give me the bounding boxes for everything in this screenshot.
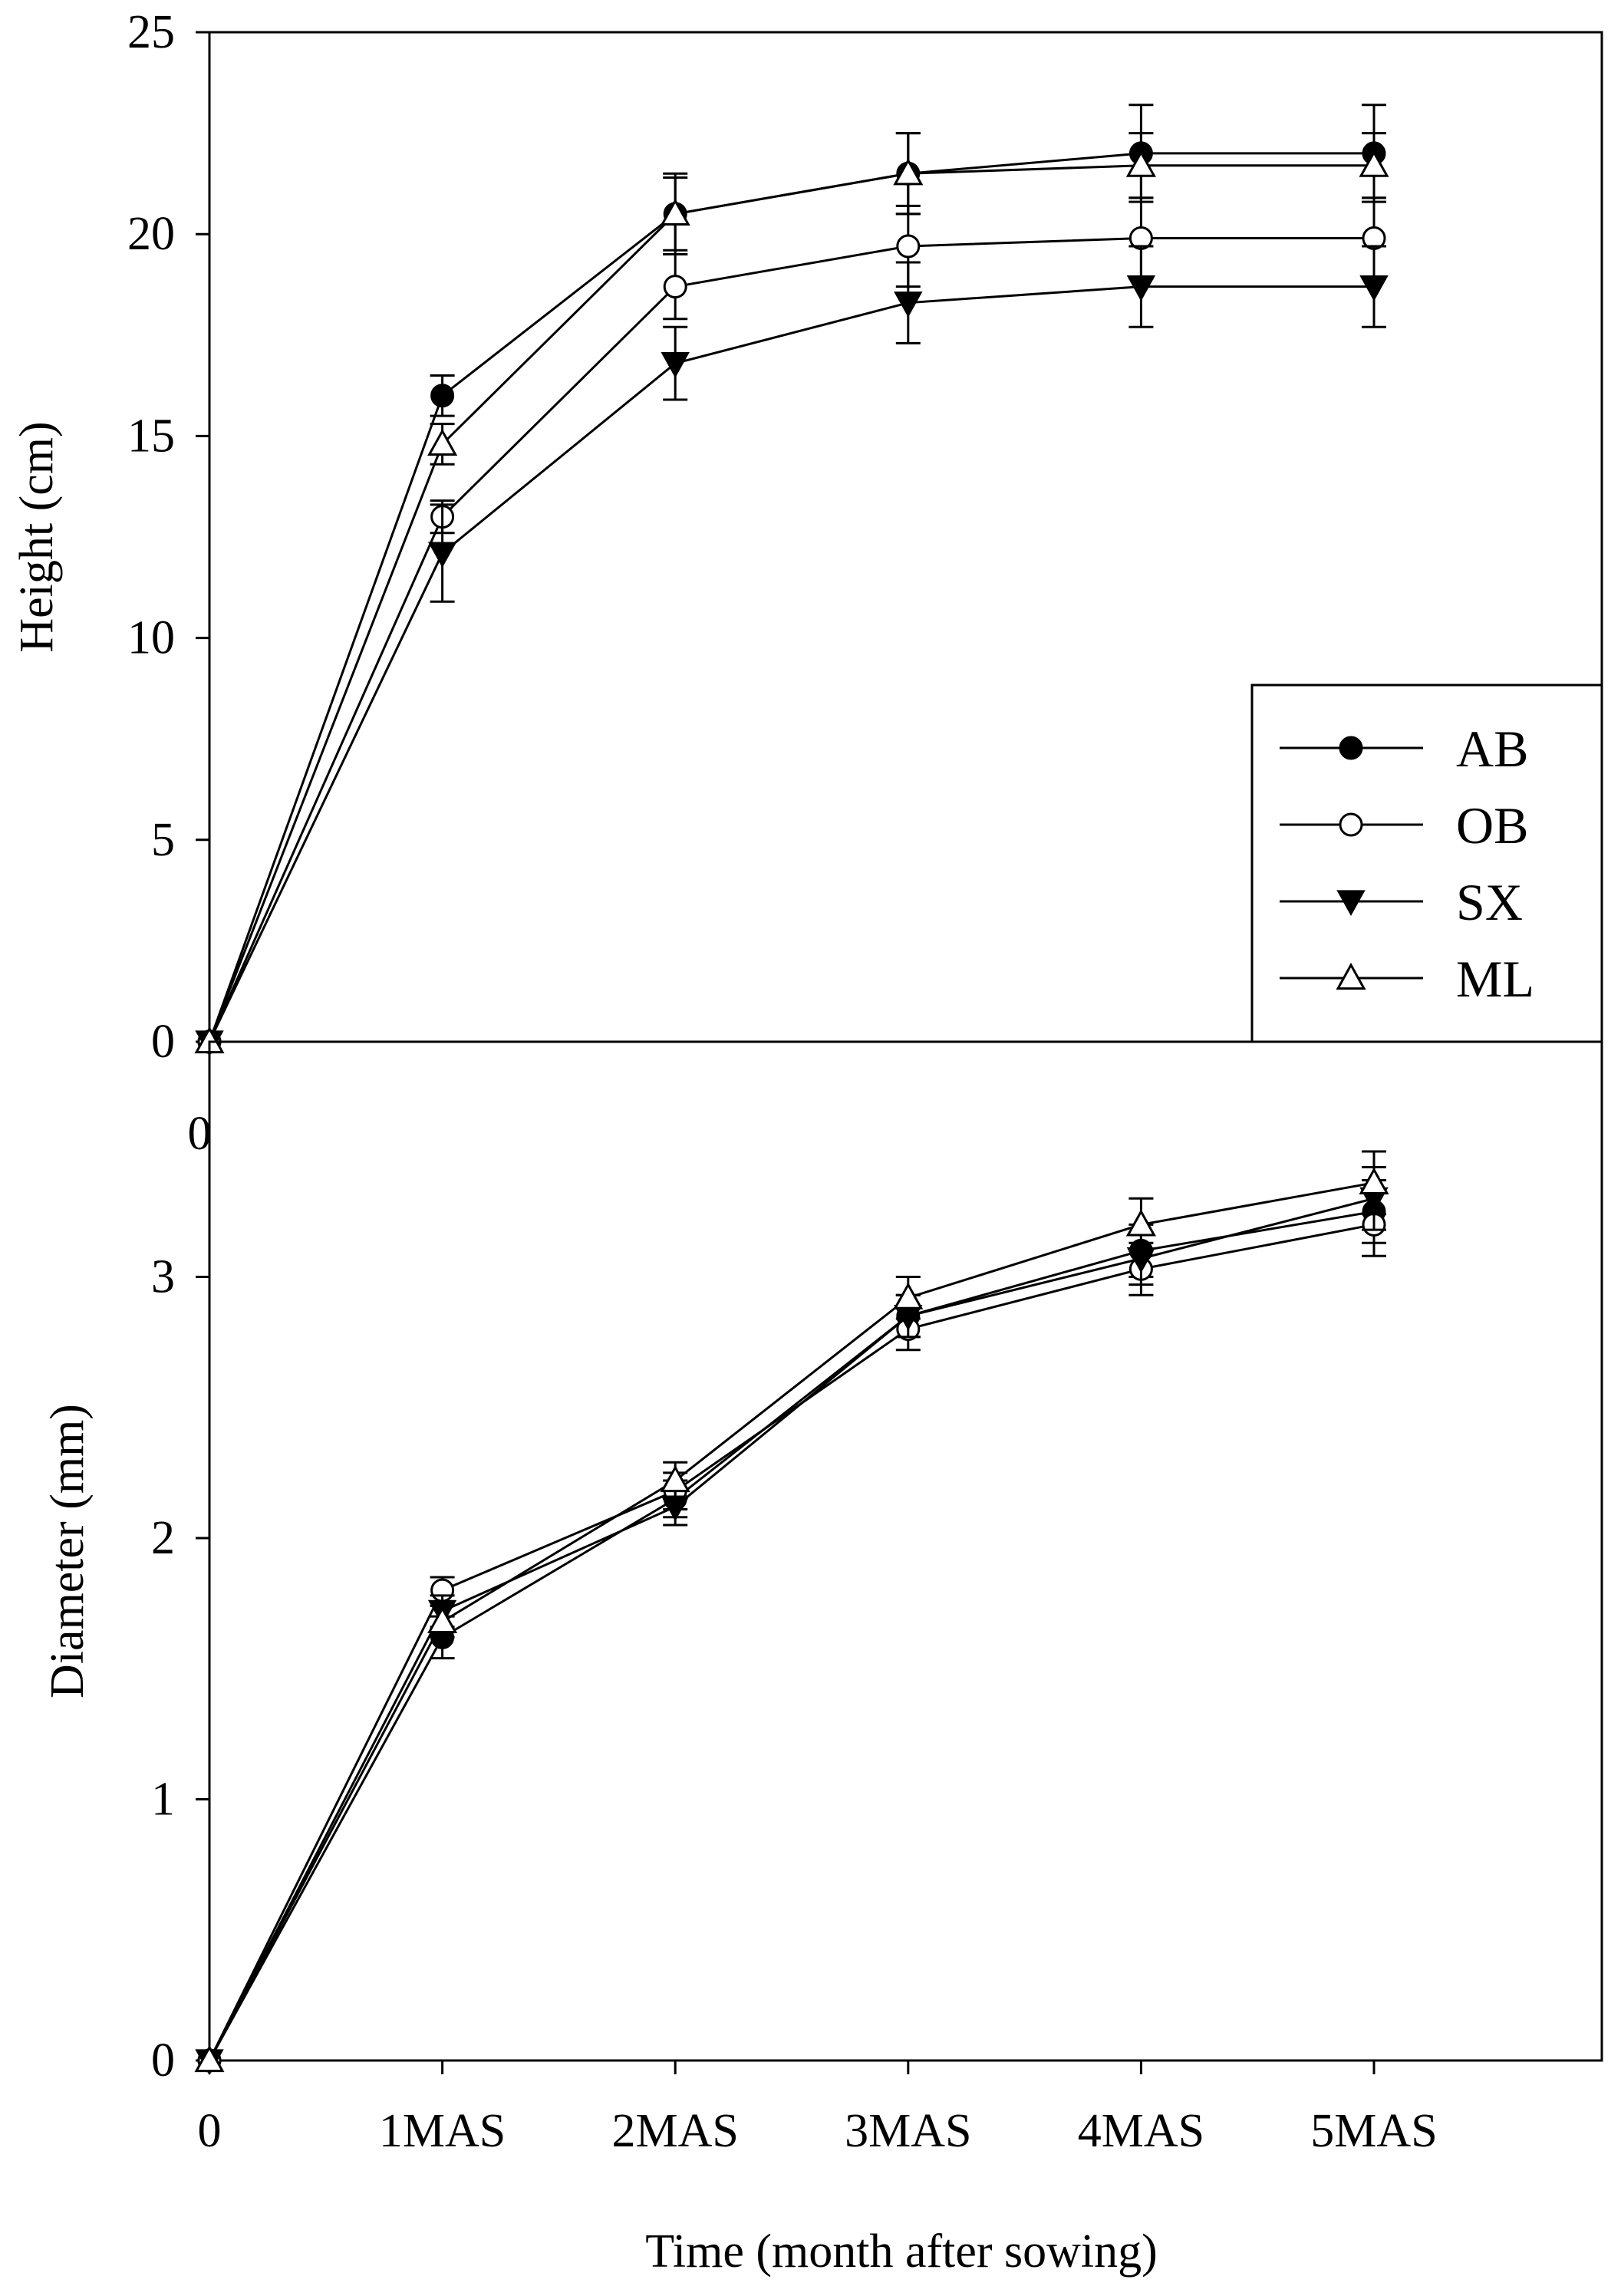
top-tick-label: 0: [188, 1108, 212, 1160]
series-sx: [195, 245, 1389, 1057]
data-point: [893, 158, 924, 186]
series-sx: [195, 1165, 1389, 2076]
ml-line: [208, 1181, 1375, 2061]
data-point: [1359, 1167, 1389, 1194]
ob-line: [208, 1223, 1375, 2061]
y-axis-title: Diameter (mm): [41, 1404, 94, 1698]
y-axis-title: Height (cm): [11, 421, 63, 652]
y-tick-label: 0: [151, 2034, 175, 2087]
x-tick-label: 2MAS: [612, 2105, 739, 2157]
x-tick-label: 4MAS: [1078, 2105, 1204, 2157]
ob-line: [208, 236, 1374, 1043]
x-tick-label: 1MAS: [379, 2105, 506, 2157]
x-tick-label: 3MAS: [845, 2105, 971, 2157]
data-point: [1359, 150, 1389, 177]
series-ml: [194, 1150, 1389, 2073]
legend-label: SX: [1456, 873, 1523, 931]
data-point: [427, 542, 457, 568]
data-point: [893, 1282, 924, 1309]
y-tick-label: 20: [127, 208, 175, 260]
plot-frame: [208, 1040, 1603, 2062]
data-point: [1125, 1209, 1156, 1237]
data-point: [1126, 275, 1156, 301]
data-point: [194, 2044, 225, 2073]
data-point: [1125, 150, 1156, 177]
y-tick-label: 25: [127, 6, 175, 58]
legend-box: [1250, 684, 1603, 1043]
data-point: [896, 234, 921, 259]
data-point: [660, 198, 690, 226]
diameter-panel: 0 1 2 3 Diameter (mm) 0 1MAS 2MAS 3MAS 4MAS 5MAS 0: [41, 1040, 1603, 2157]
y-tick-label: 1: [151, 1773, 175, 1825]
y-tick-label: 0: [151, 1016, 175, 1068]
ml-line: [208, 164, 1374, 1043]
data-point: [663, 275, 687, 299]
legend-item-sx: SX: [1280, 873, 1523, 931]
data-point: [430, 384, 455, 408]
legend-item-ab: AB: [1280, 720, 1528, 778]
legend-label: AB: [1456, 720, 1528, 778]
series-ml: [194, 132, 1389, 1054]
series-ab: [197, 104, 1386, 1054]
data-point: [660, 1464, 690, 1493]
data-point: [427, 428, 458, 456]
legend-marker: [1339, 812, 1363, 837]
y-tick-label: 2: [151, 1512, 175, 1564]
y-tick-label: 5: [151, 814, 175, 866]
legend-item-ob: OB: [1280, 796, 1528, 855]
data-point: [1359, 275, 1389, 301]
data-point: [894, 292, 923, 318]
sx-line: [208, 1197, 1375, 2061]
x-axis-title: Time (month after sowing): [645, 2225, 1158, 2278]
y-tick-label: 10: [127, 612, 175, 664]
legend-label: ML: [1456, 950, 1534, 1008]
x-tick-label: 5MAS: [1310, 2105, 1437, 2157]
ab-line: [208, 1210, 1375, 2061]
legend-marker: [1336, 962, 1366, 990]
sx-line: [208, 285, 1374, 1043]
y-tick-label: 15: [127, 410, 175, 462]
legend-marker: [1339, 736, 1363, 760]
series-ob: [197, 196, 1386, 1054]
height-panel: 0 5 10 15 20 25 Height (cm): [11, 6, 1603, 1068]
series-ab: [197, 1178, 1386, 2073]
legend-marker: [1336, 890, 1366, 917]
legend-label: OB: [1456, 796, 1528, 855]
data-point: [661, 352, 690, 378]
legend: AB OB SX ML: [1250, 684, 1603, 1043]
y-tick-label: 3: [151, 1250, 175, 1303]
series-ob: [197, 1191, 1386, 2073]
data-point: [427, 1606, 458, 1634]
x-tick-label: 0: [198, 2105, 222, 2157]
legend-item-ml: ML: [1280, 950, 1534, 1008]
